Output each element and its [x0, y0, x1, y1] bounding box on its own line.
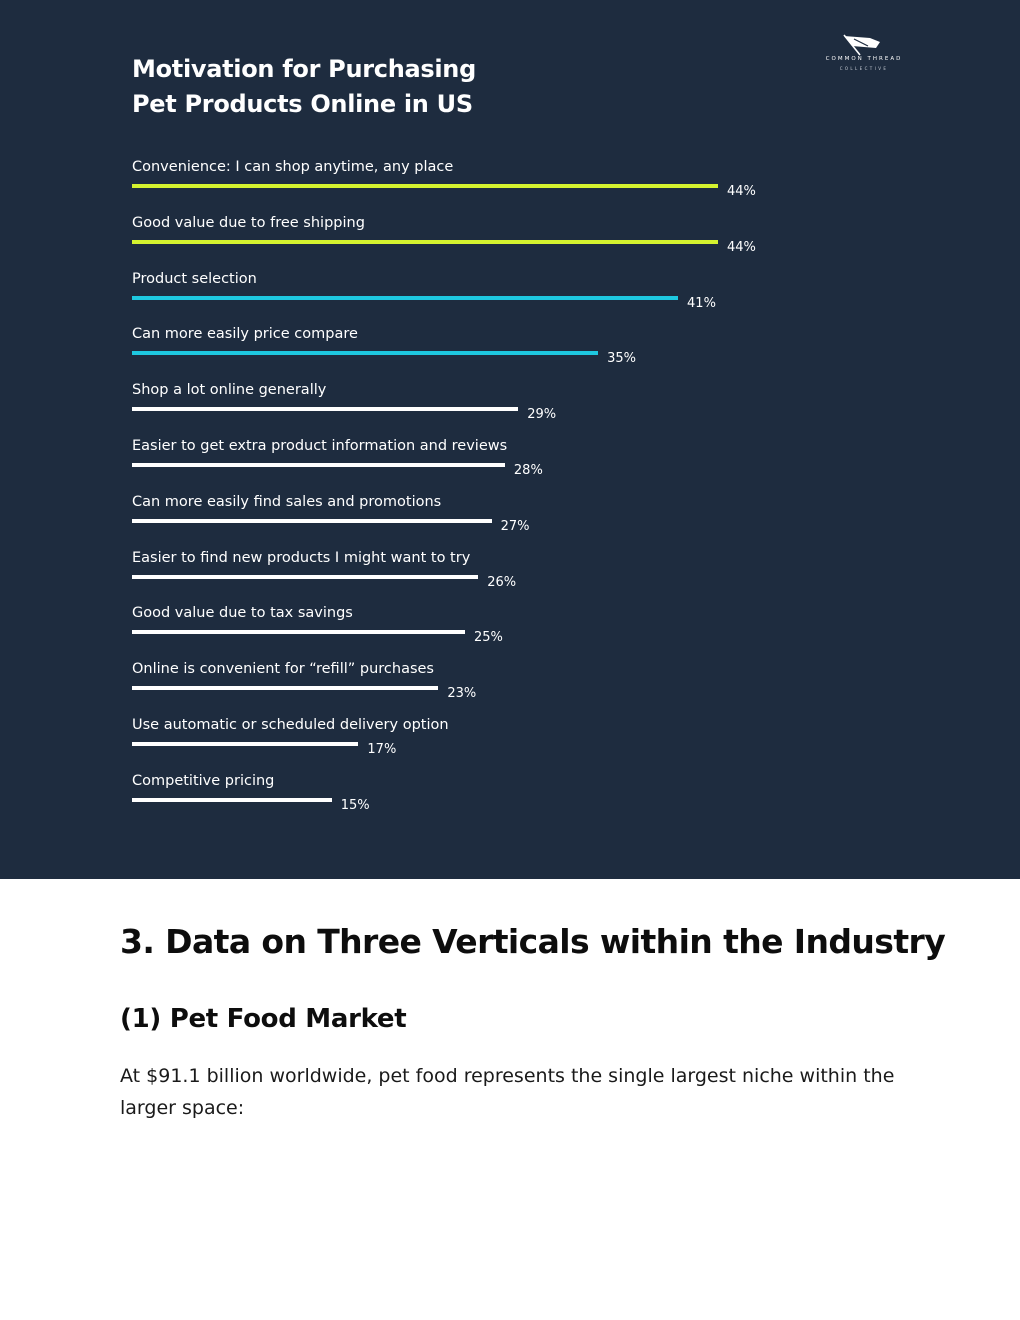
bar — [132, 351, 599, 356]
bar — [132, 518, 492, 523]
body-paragraph: At $91.1 billion worldwide, pet food rep… — [120, 1065, 895, 1119]
bar-category-label: Online is convenient for “refill” purcha… — [132, 661, 434, 678]
bar — [132, 239, 718, 244]
bar-value-label: 28% — [513, 463, 543, 478]
bar-row: Competitive pricing 15% — [132, 772, 832, 824]
bar-category-label: Easier to find new products I might want… — [132, 549, 471, 566]
bar-row: Easier to find new products I might want… — [132, 549, 832, 601]
bar-row: Can more easily find sales and promotion… — [132, 493, 832, 545]
bar-row: Online is convenient for “refill” purcha… — [132, 660, 832, 712]
bar-category-label: Shop a lot online generally — [132, 382, 327, 399]
bar-row: Can more easily price compare 35% — [132, 325, 832, 377]
bar — [132, 630, 465, 635]
bar-category-label: Convenience: I can shop anytime, any pla… — [132, 159, 454, 175]
bar-value-label: 26% — [487, 574, 517, 590]
bar — [132, 686, 439, 691]
bar-row: Product selection 41% — [132, 270, 832, 322]
subsection-heading: (1) Pet Food Market — [120, 1004, 407, 1034]
bar-category-label: Product selection — [132, 270, 257, 287]
bar-value-label: 17% — [367, 742, 397, 757]
bar-row: Easier to get extra product information … — [132, 437, 832, 489]
bar-value-label: 44% — [727, 184, 756, 199]
chart-title-line-2: Pet Products Online in US — [132, 90, 473, 118]
bar-value-label: 44% — [727, 239, 756, 255]
chart-title: Motivation for Purchasing Pet Products On… — [132, 52, 476, 122]
bar — [132, 574, 479, 579]
bar-row: Use automatic or scheduled delivery opti… — [132, 716, 832, 768]
section-heading: 3. Data on Three Verticals within the In… — [120, 922, 946, 961]
bar-value-label: 27% — [500, 518, 530, 534]
bar-row: Good value due to free shipping 44% — [132, 214, 832, 266]
bar-row: Good value due to tax savings 25% — [132, 604, 832, 656]
bar-value-label: 35% — [607, 351, 637, 367]
bar-category-label: Can more easily price compare — [132, 326, 358, 343]
bar-value-label: 29% — [527, 407, 557, 423]
bar-category-label: Can more easily find sales and promotion… — [132, 493, 442, 510]
bar — [132, 407, 519, 412]
bar-category-label: Competitive pricing — [132, 772, 275, 789]
bar — [132, 797, 332, 802]
bar-category-label: Good value due to free shipping — [132, 214, 365, 231]
logo-brand-subtext: COLLECTIVE — [839, 66, 889, 71]
bar-value-label: 25% — [473, 630, 503, 646]
logo-brand-text: COMMON THREAD — [825, 56, 903, 62]
bar — [132, 184, 718, 188]
bar-category-label: Use automatic or scheduled delivery opti… — [132, 717, 449, 733]
flag-logo-icon — [843, 34, 880, 56]
bar-row: Convenience: I can shop anytime, any pla… — [132, 158, 832, 210]
chart-title-line-1: Motivation for Purchasing — [132, 55, 476, 83]
bar — [132, 742, 359, 746]
bar-value-label: 15% — [340, 797, 370, 813]
brand-logo: COMMON THREAD COLLECTIVE — [818, 34, 910, 76]
bar-category-label: Easier to get extra product information … — [132, 438, 508, 454]
chart-panel: Motivation for Purchasing Pet Products On… — [0, 0, 1020, 879]
bar — [132, 295, 679, 300]
bar-row: Shop a lot online generally 29% — [132, 381, 832, 433]
bar-value-label: 41% — [687, 295, 716, 311]
bar — [132, 463, 505, 467]
bar-value-label: 23% — [447, 686, 477, 702]
bar-category-label: Good value due to tax savings — [132, 605, 353, 622]
